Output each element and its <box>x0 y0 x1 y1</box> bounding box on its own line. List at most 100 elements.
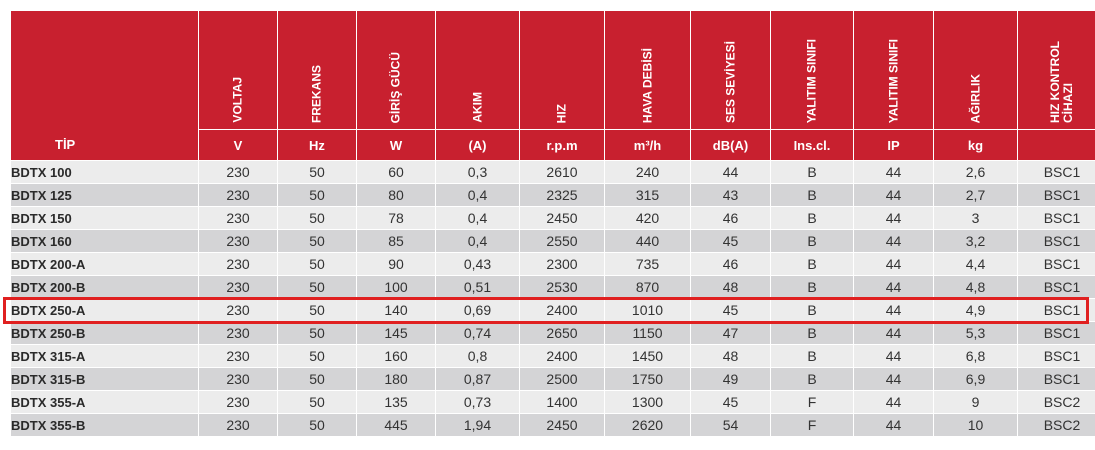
unit-cell: V <box>198 129 278 161</box>
cell-value: 0,51 <box>435 275 520 299</box>
cell-value: 0,69 <box>435 298 520 322</box>
cell-value: BSC1 <box>1017 344 1095 368</box>
cell-value: 2300 <box>519 252 605 276</box>
header-agirlik: AĞIRLIK <box>933 10 1018 130</box>
table-row: BDTX 315-B 230 50 180 0,87 2500 1750 49 B 44 6,9 BS… <box>10 367 1095 391</box>
cell-value: 44 <box>690 160 771 184</box>
cell-value: 735 <box>604 252 691 276</box>
cell-value: 50 <box>277 206 357 230</box>
cell-value: B <box>770 275 854 299</box>
unit-cell: kg <box>933 129 1018 161</box>
cell-tip: BDTX 100 <box>10 160 199 184</box>
header-label: FREKANS <box>309 64 324 123</box>
cell-value: 2325 <box>519 183 605 207</box>
table-row: BDTX 200-A 230 50 90 0,43 2300 735 46 B 44 4,4 BSC1 <box>10 252 1095 276</box>
cell-value: 50 <box>277 160 357 184</box>
cell-tip: BDTX 250-A <box>10 298 199 322</box>
unit-cell: W <box>356 129 436 161</box>
cell-value: 49 <box>690 367 771 391</box>
cell-value: 100 <box>356 275 436 299</box>
cell-value: 44 <box>853 390 934 414</box>
header-hiz: HIZ <box>519 10 605 130</box>
header-label: VOLTAJ <box>230 77 245 123</box>
cell-value: 0,87 <box>435 367 520 391</box>
cell-value: 44 <box>853 367 934 391</box>
cell-value: 0,74 <box>435 321 520 345</box>
cell-value: 2530 <box>519 275 605 299</box>
cell-value: F <box>770 390 854 414</box>
cell-value: 1450 <box>604 344 691 368</box>
table-row: BDTX 150 230 50 78 0,4 2450 420 46 B 44 3 BSC1 <box>10 206 1095 230</box>
cell-tip: BDTX 125 <box>10 183 199 207</box>
cell-value: 315 <box>604 183 691 207</box>
cell-value: 0,3 <box>435 160 520 184</box>
cell-tip: BDTX 355-B <box>10 413 199 437</box>
header-yalitim-sinifi-ip: YALITIM SINIFI <box>853 10 934 130</box>
table-row: BDTX 160 230 50 85 0,4 2550 440 45 B 44 3,2 BSC1 <box>10 229 1095 253</box>
cell-value: 9 <box>933 390 1018 414</box>
cell-value: 230 <box>198 206 278 230</box>
cell-tip: BDTX 315-A <box>10 344 199 368</box>
cell-value: 46 <box>690 252 771 276</box>
cell-value: 47 <box>690 321 771 345</box>
cell-value: BSC1 <box>1017 160 1095 184</box>
cell-value: 2,7 <box>933 183 1018 207</box>
cell-value: 2500 <box>519 367 605 391</box>
cell-value: BSC1 <box>1017 183 1095 207</box>
unit-cell: Ins.cl. <box>770 129 854 161</box>
header-frekans: FREKANS <box>277 10 357 130</box>
unit-cell: (A) <box>435 129 520 161</box>
spec-table: TİP VOLTAJ FREKANS GİRİŞ GÜCÜ AKIM HIZ H… <box>10 10 1095 437</box>
header-label: HAVA DEBİSİ <box>640 47 654 123</box>
cell-value: 50 <box>277 367 357 391</box>
cell-value: 160 <box>356 344 436 368</box>
header-label: GİRİŞ GÜCÜ <box>388 51 403 123</box>
cell-value: 230 <box>198 367 278 391</box>
table-row: BDTX 250-A 230 50 140 0,69 2400 1010 45 B 44 4,9 BS… <box>10 298 1095 322</box>
cell-tip: BDTX 355-A <box>10 390 199 414</box>
cell-value: 445 <box>356 413 436 437</box>
header-giris-gucu: GİRİŞ GÜCÜ <box>356 10 436 130</box>
cell-value: 0,8 <box>435 344 520 368</box>
unit-cell: m³/h <box>604 129 691 161</box>
cell-value: 44 <box>853 275 934 299</box>
cell-value: 0,43 <box>435 252 520 276</box>
unit-cell: Hz <box>277 129 357 161</box>
cell-value: 145 <box>356 321 436 345</box>
cell-value: 1400 <box>519 390 605 414</box>
cell-value: BSC1 <box>1017 321 1095 345</box>
table-row: BDTX 355-B 230 50 445 1,94 2450 2620 54 F 44 10 BSC… <box>10 413 1095 437</box>
cell-value: 2610 <box>519 160 605 184</box>
cell-value: 6,8 <box>933 344 1018 368</box>
cell-value: 44 <box>853 321 934 345</box>
cell-value: 4,4 <box>933 252 1018 276</box>
cell-value: 0,4 <box>435 206 520 230</box>
cell-value: 50 <box>277 275 357 299</box>
cell-value: 50 <box>277 252 357 276</box>
cell-value: 420 <box>604 206 691 230</box>
header-label: SES SEVİYESİ <box>723 40 737 123</box>
cell-value: 1,94 <box>435 413 520 437</box>
cell-value: B <box>770 344 854 368</box>
cell-tip: BDTX 200-A <box>10 252 199 276</box>
cell-value: B <box>770 367 854 391</box>
header-tip: TİP <box>10 10 199 161</box>
cell-value: B <box>770 298 854 322</box>
cell-value: 60 <box>356 160 436 184</box>
cell-value: 230 <box>198 183 278 207</box>
cell-tip: BDTX 150 <box>10 206 199 230</box>
cell-value: 230 <box>198 298 278 322</box>
table-row: BDTX 200-B 230 50 100 0,51 2530 870 48 B 44 4,8 BSC… <box>10 275 1095 299</box>
cell-value: 230 <box>198 321 278 345</box>
cell-value: 44 <box>853 160 934 184</box>
cell-value: 44 <box>853 229 934 253</box>
cell-value: 2550 <box>519 229 605 253</box>
cell-value: 10 <box>933 413 1018 437</box>
cell-value: 44 <box>853 413 934 437</box>
cell-value: 2450 <box>519 413 605 437</box>
cell-value: 44 <box>853 206 934 230</box>
cell-tip: BDTX 160 <box>10 229 199 253</box>
header-yalitim-sinifi: YALITIM SINIFI <box>770 10 854 130</box>
cell-value: 2650 <box>519 321 605 345</box>
header-label-row: TİP VOLTAJ FREKANS GİRİŞ GÜCÜ AKIM HIZ H… <box>10 10 1095 161</box>
